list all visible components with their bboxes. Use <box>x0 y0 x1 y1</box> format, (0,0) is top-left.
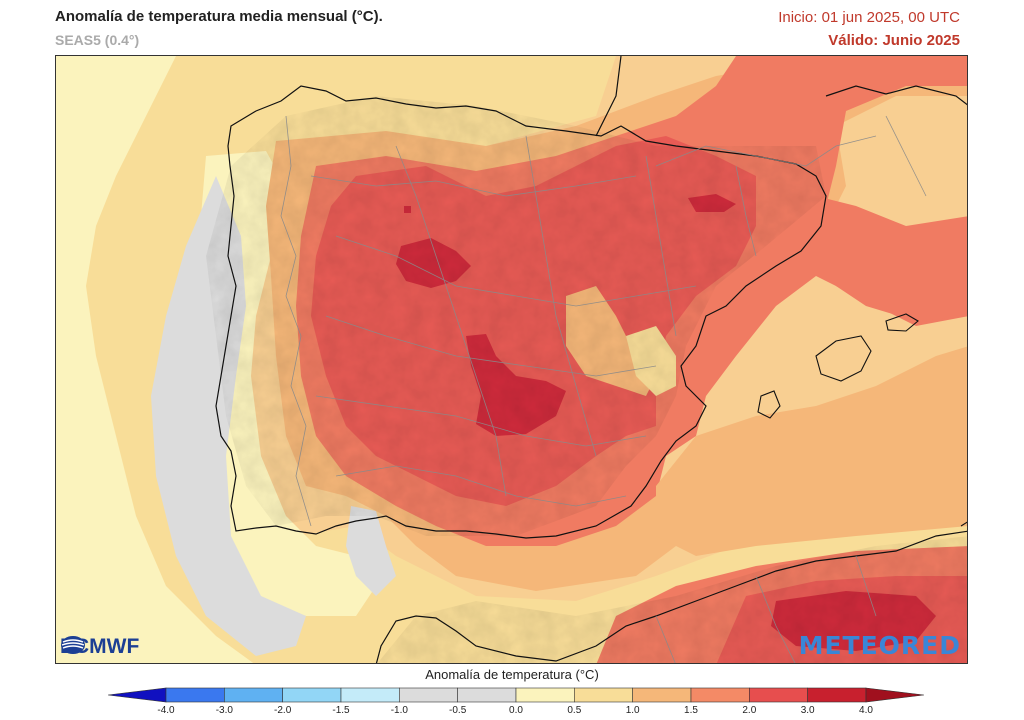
ecmwf-symbol-icon <box>61 636 85 654</box>
colorbar-segment <box>165 687 225 703</box>
colorbar-tick-label: 1.5 <box>684 705 698 716</box>
colorbar-segment <box>807 687 867 703</box>
colorbar-title: Anomalía de temperatura (°C) <box>425 667 599 682</box>
sardinia-coast <box>960 521 967 527</box>
africa-coastline <box>375 530 967 663</box>
colorbar-segment <box>690 687 750 703</box>
colorbar-segment <box>457 687 517 703</box>
land-relief <box>206 96 826 536</box>
france-coastline <box>595 56 967 137</box>
colorbar-segment <box>632 687 692 703</box>
region-borders <box>280 115 927 663</box>
colorbar-segment <box>749 687 808 703</box>
colorbar-segment <box>515 687 575 703</box>
colorbar-tick-label: 1.0 <box>625 705 640 716</box>
field-pale-yellow <box>56 56 254 663</box>
colorbar-segment <box>224 687 283 703</box>
colorbar-tick-label: -2.0 <box>274 705 292 716</box>
colorbar-tick-label: 3.0 <box>800 705 815 716</box>
anomaly-map[interactable]: ECMWF METEORED <box>55 55 968 664</box>
colorbar-tick-label: 2.0 <box>742 705 757 716</box>
ibiza-island <box>757 390 781 419</box>
mallorca-island <box>815 335 872 382</box>
colorbar-tick-label: 4.0 <box>859 705 873 716</box>
colorbar-segment <box>399 687 458 703</box>
map-title: Anomalía de temperatura media mensual (°… <box>55 8 383 25</box>
model-subtitle: SEAS5 (0.4°) <box>55 32 140 48</box>
colorbar-tick-label: -0.5 <box>449 705 467 716</box>
colorbar-segment <box>282 687 342 703</box>
field-gray-cadiz <box>346 506 396 596</box>
colorbar-segment <box>574 687 633 703</box>
colorbar-segment <box>340 687 400 703</box>
colorbar-tick-label: -1.5 <box>332 705 350 716</box>
menorca-island <box>885 313 919 332</box>
iberia-coastline <box>215 85 827 539</box>
valid-period: Válido: Junio 2025 <box>828 32 960 49</box>
init-time: Inicio: 01 jun 2025, 00 UTC <box>778 9 960 26</box>
colorbar-tick-label: -1.0 <box>390 705 408 716</box>
ecmwf-logo: ECMWF <box>60 635 139 659</box>
field-med-orange <box>656 346 967 556</box>
map-canvas <box>56 56 967 663</box>
colorbar-ticks: -4.0 -3.0 -2.0 -1.5 -1.0 -0.5 0.0 0.5 1.0 1.5 2.0 3… <box>0 705 1024 719</box>
meteored-logo: METEORED <box>798 631 961 660</box>
colorbar-tick-label: -3.0 <box>215 705 233 716</box>
colorbar-tick-label: 0.0 <box>509 705 523 716</box>
colorbar <box>108 687 924 703</box>
colorbar-under-arrow <box>108 687 167 703</box>
colorbar-tick-label: -4.0 <box>157 705 175 716</box>
field-med-red-orange <box>816 196 967 321</box>
colorbar-tick-label: 0.5 <box>567 705 582 716</box>
colorbar-over-arrow <box>865 687 924 703</box>
africa-relief <box>377 536 967 663</box>
